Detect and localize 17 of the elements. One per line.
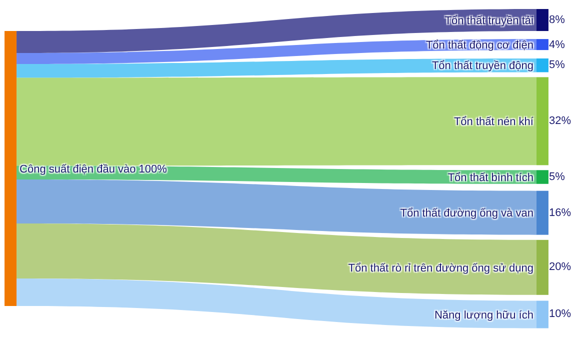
data-label: 5% [549, 171, 566, 183]
data-label: 10% [549, 308, 572, 320]
data-label: 32% [549, 115, 572, 127]
data-label: 16% [549, 207, 572, 219]
category-label: Tổn thất đường ống và van [400, 208, 534, 220]
data-label: 8% [549, 14, 566, 26]
category-label: Tổn thất truyền động [432, 60, 534, 72]
category-label: Tổn thất nén khí [454, 116, 534, 128]
category-label: Tổn thất bình tích [448, 172, 534, 184]
category-label: Tổn thất động cơ điện [426, 39, 534, 52]
category-label: Tổn thất truyền tải [444, 14, 534, 27]
category-label: Năng lượng hữu ích [434, 309, 534, 322]
data-label: 4% [549, 39, 566, 51]
data-label: 20% [549, 261, 572, 273]
category-label: Tổn thất rò rỉ trên đường ống sử dụng [348, 262, 534, 274]
data-label: 5% [549, 59, 566, 71]
text: Công suất điện đầu vào 100% [20, 163, 168, 176]
